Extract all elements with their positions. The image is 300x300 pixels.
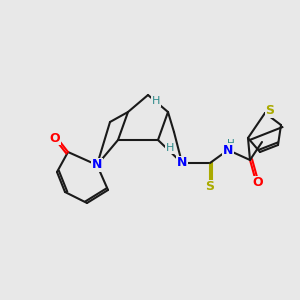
Text: N: N — [92, 158, 102, 172]
Text: H: H — [166, 143, 174, 153]
Text: N: N — [177, 157, 187, 169]
Text: S: S — [206, 181, 214, 194]
Text: O: O — [253, 176, 263, 190]
Text: N: N — [223, 143, 233, 157]
Text: S: S — [266, 104, 274, 118]
Text: H: H — [227, 139, 235, 149]
Text: O: O — [50, 131, 60, 145]
Text: H: H — [152, 96, 160, 106]
